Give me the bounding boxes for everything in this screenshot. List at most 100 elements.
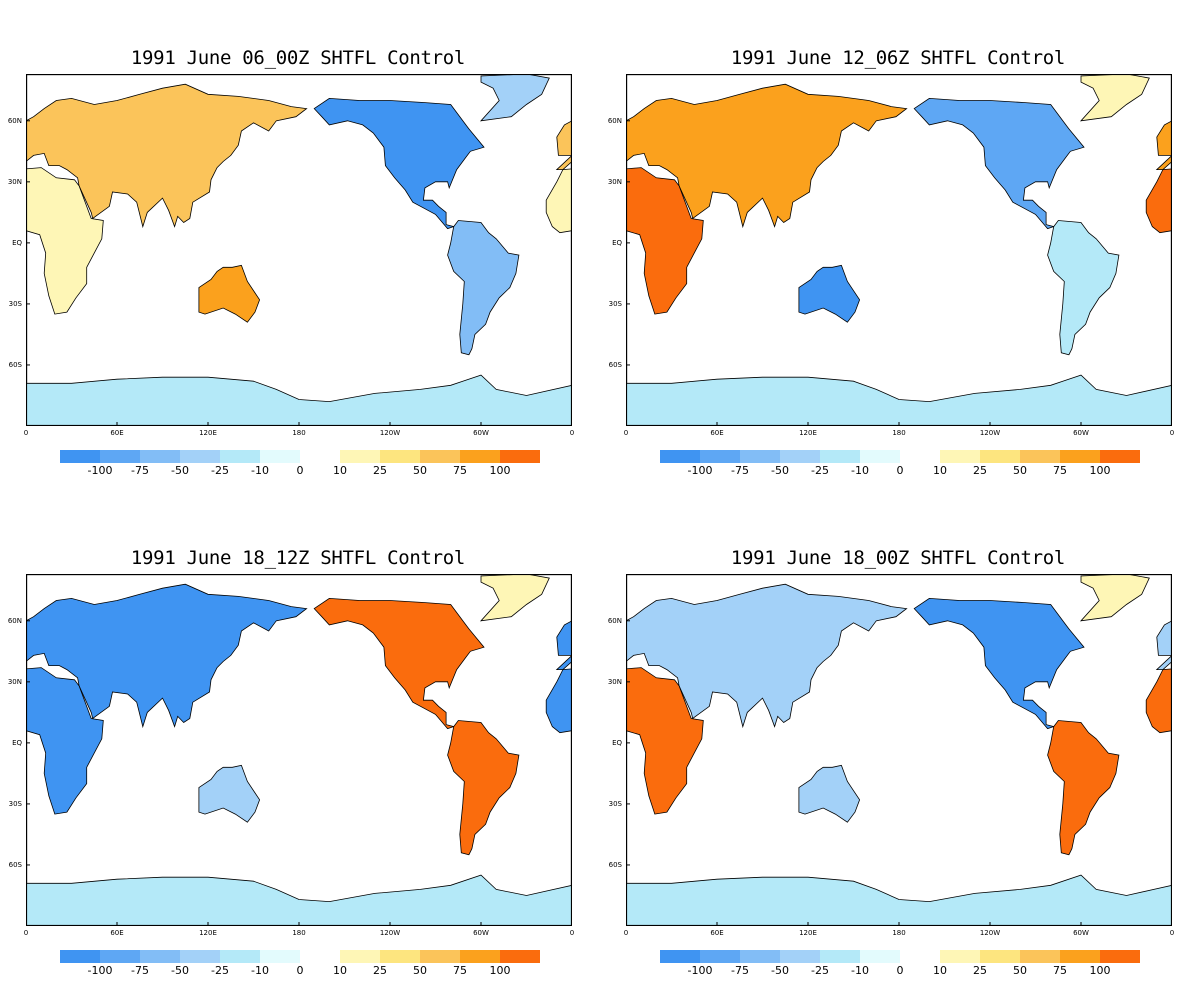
australia-landmass: [198, 264, 261, 323]
colorbar-swatch-neg: [60, 950, 100, 963]
colorbar-swatch-pos: [460, 450, 500, 463]
lat-tick-label: 60N: [607, 616, 622, 625]
colorbar-label: 75: [1053, 964, 1067, 977]
lon-tick-label: 60E: [110, 429, 124, 437]
eurasia-landmass: [555, 620, 572, 670]
colorbar-swatch-pos: [380, 450, 420, 463]
lon-tick-label: 120E: [799, 429, 817, 437]
colorbar-swatch-neg: [180, 450, 220, 463]
colorbar-label: -100: [687, 464, 713, 477]
colorbar-label: 75: [453, 964, 467, 977]
colorbar-label: -75: [131, 464, 149, 477]
colorbar-swatch-neg: [820, 950, 860, 963]
panel-title: 1991 June 12_06Z SHTFL Control: [730, 47, 1066, 69]
lat-tick-label: 30S: [608, 799, 622, 808]
africa-landmass: [545, 168, 572, 234]
colorbar-label: -25: [811, 464, 829, 477]
australia-landmass: [198, 764, 261, 823]
africa-landmass: [26, 167, 104, 315]
colorbar-swatch-neg: [100, 950, 140, 963]
colorbar-label: -10: [251, 464, 269, 477]
colorbar-swatch-neg: [780, 450, 820, 463]
colorbar: [60, 950, 540, 963]
colorbar-swatch-neg: [700, 950, 740, 963]
colorbar-label: -50: [171, 464, 189, 477]
colorbar-swatch-pos: [1020, 450, 1060, 463]
colorbar-label: 10: [933, 464, 947, 477]
africa-landmass: [626, 167, 704, 315]
colorbar-label: -10: [851, 464, 869, 477]
colorbar-label: 100: [1089, 464, 1111, 477]
colorbar-label: 25: [373, 464, 387, 477]
lon-tick-label: 60E: [710, 929, 724, 937]
colorbar-label: -75: [731, 464, 749, 477]
colorbar-swatch-neg: [140, 950, 180, 963]
lat-tick-label: 60S: [8, 360, 22, 369]
lon-tick-label: 180: [892, 429, 906, 437]
colorbar-swatch-pos: [340, 450, 380, 463]
colorbar-label: 100: [1089, 964, 1111, 977]
lat-tick-label: EQ: [12, 238, 22, 247]
colorbar-swatch-pos: [340, 950, 380, 963]
greenland-landmass: [479, 574, 550, 622]
lon-tick-label: 60W: [1073, 929, 1089, 937]
eurasia-landmass: [1155, 120, 1172, 170]
map-frame: [626, 574, 1172, 926]
colorbar-label: -50: [771, 464, 789, 477]
lon-tick-label: 0: [1169, 929, 1175, 937]
panel-title: 1991 June 06_00Z SHTFL Control: [130, 47, 466, 69]
lon-tick-label: 0: [623, 429, 629, 437]
colorbar-swatch-pos: [940, 950, 980, 963]
lon-tick-label: 0: [623, 929, 629, 937]
map-frame: [26, 574, 572, 926]
lon-tick-label: 180: [292, 429, 306, 437]
colorbar-label: 25: [373, 964, 387, 977]
colorbar-label: 0: [296, 464, 304, 477]
lon-tick-label: 60W: [473, 429, 489, 437]
lat-tick-label: 30N: [607, 677, 622, 686]
lat-tick-label: 60S: [608, 360, 622, 369]
lat-tick-label: 60S: [608, 860, 622, 869]
colorbar-label: 25: [973, 464, 987, 477]
colorbar-label: 50: [413, 464, 427, 477]
lon-tick-label: 0: [23, 929, 29, 937]
lat-tick-label: 30S: [8, 799, 22, 808]
antarctica-landmass: [626, 874, 1172, 926]
colorbar-swatch-pos: [1020, 950, 1060, 963]
colorbar-swatch-neg: [180, 950, 220, 963]
lon-tick-label: 60W: [473, 929, 489, 937]
lon-tick-label: 60W: [1073, 429, 1089, 437]
colorbar-label: 10: [333, 964, 347, 977]
colorbar-swatch-neg: [140, 450, 180, 463]
samerica-landmass: [447, 220, 520, 356]
colorbar-swatch-pos: [460, 950, 500, 963]
lon-tick-label: 120E: [199, 929, 217, 937]
colorbar-label: 100: [489, 464, 511, 477]
colorbar-swatch-neg: [660, 950, 700, 963]
colorbar-swatch-neg: [780, 950, 820, 963]
colorbar-swatch-neg: [260, 950, 300, 963]
lat-tick-label: 30S: [608, 299, 622, 308]
lat-tick-label: EQ: [612, 738, 622, 747]
colorbar-label: 75: [453, 464, 467, 477]
colorbar-swatch-neg: [220, 950, 260, 963]
colorbar-swatch-neg: [740, 950, 780, 963]
colorbar-label: 10: [333, 464, 347, 477]
colorbar-swatch-pos: [1060, 450, 1100, 463]
colorbar-label: -100: [87, 964, 113, 977]
lon-tick-label: 120W: [379, 929, 401, 937]
colorbar-swatch-neg: [260, 450, 300, 463]
colorbar-swatch-pos: [500, 450, 540, 463]
colorbar-label: -25: [211, 464, 229, 477]
colorbar-swatch-neg: [100, 450, 140, 463]
antarctica-landmass: [26, 874, 572, 926]
map-frame: [626, 74, 1172, 426]
samerica-landmass: [447, 720, 520, 856]
lat-tick-label: 30S: [8, 299, 22, 308]
lon-tick-label: 0: [1169, 429, 1175, 437]
panel-3: 1991 June 18_12Z SHTFL Control 60N 30N EQ 3…: [0, 500, 600, 1000]
lon-tick-label: 60E: [110, 929, 124, 937]
lat-tick-label: 30N: [7, 677, 22, 686]
colorbar-swatch-neg: [740, 450, 780, 463]
colorbar-label: 10: [933, 964, 947, 977]
